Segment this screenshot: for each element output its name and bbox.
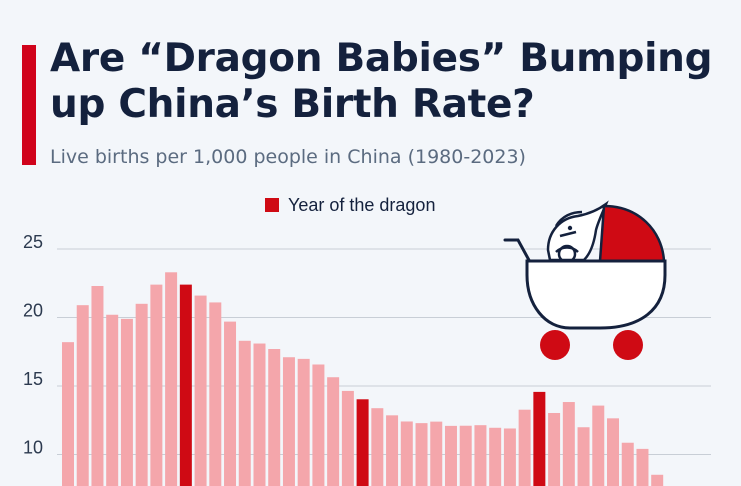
bar-year-2001: [371, 408, 384, 486]
bar-year-2004: [415, 423, 428, 486]
bar-year-2020: [651, 474, 664, 486]
bar-year-1997: [312, 364, 325, 486]
bar-year-1985: [135, 303, 148, 486]
bar-year-1990: [209, 302, 222, 486]
legend-swatch: [265, 198, 279, 212]
bar-year-2006: [444, 425, 457, 486]
bar-year-1984: [120, 318, 133, 486]
y-tick-label: 10: [23, 438, 43, 458]
bar-year-1994: [268, 349, 281, 486]
bar-year-1995: [282, 357, 295, 486]
bar-year-1992: [238, 340, 251, 486]
bar-year-2015: [577, 427, 590, 486]
bar-year-1993: [253, 343, 266, 486]
bar-dragon-year-1988: [179, 284, 192, 486]
page-subtitle: Live births per 1,000 people in China (1…: [50, 146, 526, 168]
y-tick-label: 20: [23, 301, 43, 321]
y-tick-label: 25: [23, 232, 43, 252]
accent-bar: [22, 45, 36, 165]
bar-year-2016: [592, 405, 605, 486]
bar-year-2013: [548, 412, 561, 486]
bar-year-1983: [106, 314, 119, 486]
bar-year-2014: [562, 402, 575, 486]
bar-year-2008: [474, 425, 487, 486]
bar-year-2018: [621, 442, 634, 486]
bar-year-2002: [386, 415, 399, 486]
bar-year-2010: [503, 428, 516, 486]
bar-year-1991: [224, 321, 237, 486]
bar-year-1989: [194, 295, 207, 486]
bar-year-2009: [489, 427, 502, 486]
bar-year-2005: [430, 421, 443, 486]
bar-year-2017: [607, 418, 620, 486]
bar-year-2003: [400, 421, 413, 486]
y-tick-label: 15: [23, 369, 43, 389]
legend-label: Year of the dragon: [288, 195, 435, 215]
bar-year-1996: [297, 358, 310, 486]
bar-year-2011: [518, 409, 531, 486]
dragon-stroller-icon: [503, 200, 667, 360]
bar-year-1986: [150, 284, 163, 486]
bar-year-1987: [165, 272, 178, 486]
bar-year-2019: [636, 448, 649, 486]
bar-dragon-year-2000: [356, 399, 369, 486]
bar-dragon-year-2012: [533, 391, 546, 486]
bar-year-2007: [459, 425, 472, 486]
bar-year-1999: [341, 390, 354, 486]
bar-year-1981: [76, 305, 89, 486]
page-title: Are “Dragon Babies” Bumping up China’s B…: [50, 36, 713, 127]
bar-year-1982: [91, 285, 104, 486]
bar-year-1998: [327, 377, 340, 486]
bar-year-1980: [62, 342, 74, 486]
